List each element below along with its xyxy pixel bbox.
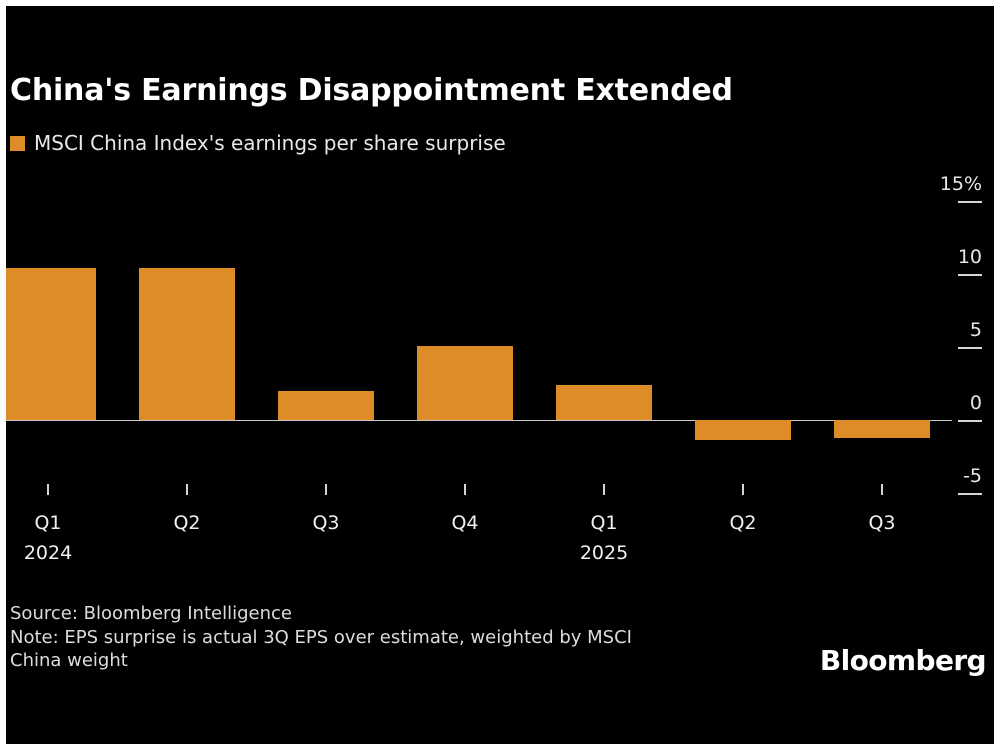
x-tick-mark-4	[603, 484, 605, 495]
y-tick-mark-3	[958, 420, 982, 422]
y-tick-mark-2	[958, 347, 982, 349]
x-tick-mark-1	[186, 484, 188, 495]
bar-q2-5	[695, 420, 791, 441]
x-tick-mark-3	[464, 484, 466, 495]
x-tick-label-3: Q4	[451, 512, 479, 534]
x-tick-label-5: Q2	[729, 512, 757, 534]
bar-q2-1	[139, 268, 235, 420]
bar-q3-2	[278, 390, 374, 420]
y-tick-label-4: -5	[963, 465, 982, 487]
x-tick-mark-0	[47, 484, 49, 495]
chart-legend: MSCI China Index's earnings per share su…	[10, 131, 506, 155]
y-tick-mark-1	[958, 274, 982, 276]
source-line: Source: Bloomberg Intelligence	[10, 603, 292, 624]
bar-q1-4	[556, 384, 652, 420]
y-tick-mark-0	[958, 201, 982, 203]
x-tick-label-1: Q2	[173, 512, 201, 534]
bar-q1-0	[6, 268, 96, 420]
x-tick-mark-5	[742, 484, 744, 495]
y-tick-label-2: 5	[969, 319, 982, 341]
footer-notes: Source: Bloomberg Intelligence Note: EPS…	[10, 602, 810, 673]
note-line-1: Note: EPS surprise is actual 3Q EPS over…	[10, 626, 632, 648]
legend-swatch-icon	[10, 135, 25, 151]
bar-q3-6	[834, 420, 930, 438]
x-tick-label-0: Q1	[34, 512, 62, 534]
bar-q4-3	[417, 345, 513, 420]
y-tick-label-3: 0	[969, 392, 982, 414]
bloomberg-logo: Bloomberg	[819, 644, 987, 677]
x-tick-mark-2	[325, 484, 327, 495]
x-tick-label-6: Q3	[868, 512, 896, 534]
plot-area: 15% 10 5 0 -5 Q1 2024 Q2 Q3 Q4 Q1 2025 Q2 Q3	[6, 6, 994, 744]
y-tick-mark-4	[958, 493, 982, 495]
y-tick-label-0: 15%	[939, 173, 982, 195]
x-tick-sublabel-0: 2024	[23, 542, 73, 564]
y-tick-label-1: 10	[957, 246, 982, 268]
x-tick-label-2: Q3	[312, 512, 340, 534]
legend-label: MSCI China Index's earnings per share su…	[34, 131, 506, 155]
chart-figure: China's Earnings Disappointment Extended…	[6, 6, 994, 744]
x-tick-mark-6	[881, 484, 883, 495]
x-tick-label-4: Q1	[590, 512, 618, 534]
zero-baseline	[6, 420, 952, 421]
page-title: China's Earnings Disappointment Extended	[10, 73, 733, 108]
x-tick-sublabel-4: 2025	[579, 542, 629, 564]
note-line-2: China weight	[10, 650, 128, 671]
